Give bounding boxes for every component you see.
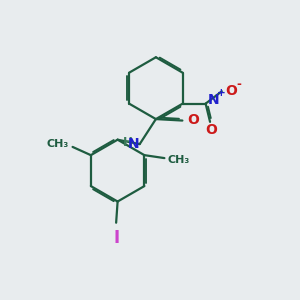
Text: I: I: [113, 229, 119, 247]
Text: O: O: [188, 113, 199, 127]
Text: H: H: [123, 136, 133, 149]
Text: CH₃: CH₃: [168, 154, 190, 165]
Text: N: N: [208, 93, 220, 107]
Text: O: O: [206, 123, 218, 137]
Text: +: +: [217, 88, 226, 98]
Text: CH₃: CH₃: [47, 139, 69, 149]
Text: O: O: [226, 84, 238, 98]
Text: N: N: [128, 137, 139, 151]
Text: -: -: [236, 78, 241, 91]
